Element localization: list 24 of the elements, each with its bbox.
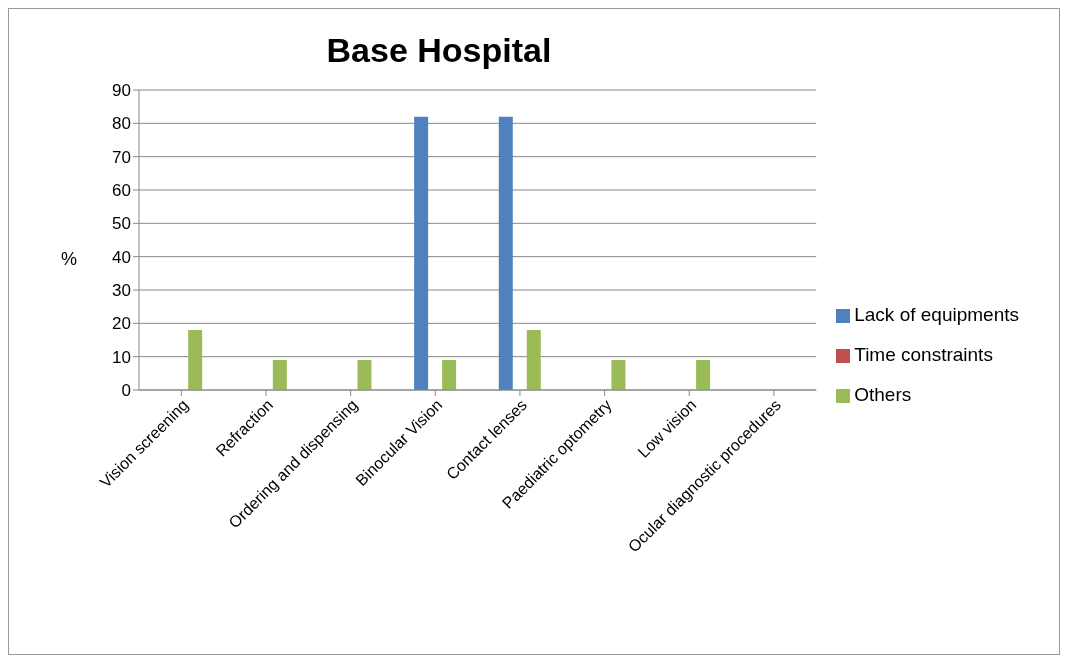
y-tick-label: 50 — [112, 214, 131, 234]
bar — [442, 360, 457, 390]
bar — [414, 116, 429, 390]
bar — [272, 360, 287, 390]
y-tick-label: 0 — [121, 381, 131, 401]
y-tick-label: 10 — [112, 347, 131, 367]
bar — [526, 330, 541, 390]
bar — [611, 360, 626, 390]
y-axis-title: % — [61, 249, 78, 270]
legend-label: Others — [854, 384, 912, 405]
bar — [357, 360, 372, 390]
bar — [188, 330, 203, 390]
bar — [696, 360, 711, 390]
y-tick-label: 40 — [112, 247, 131, 267]
legend-label: Time constraints — [854, 344, 993, 365]
y-tick-label: 90 — [112, 81, 131, 101]
bar — [498, 116, 513, 390]
y-tick-label: 70 — [112, 147, 131, 167]
legend-label: Lack of equipments — [854, 304, 1019, 325]
y-tick-label: 60 — [112, 181, 131, 201]
y-tick-label: 80 — [112, 114, 131, 134]
y-tick-label: 20 — [112, 314, 131, 334]
chart-title: Base Hospital — [325, 31, 553, 70]
y-tick-label: 30 — [112, 281, 131, 301]
